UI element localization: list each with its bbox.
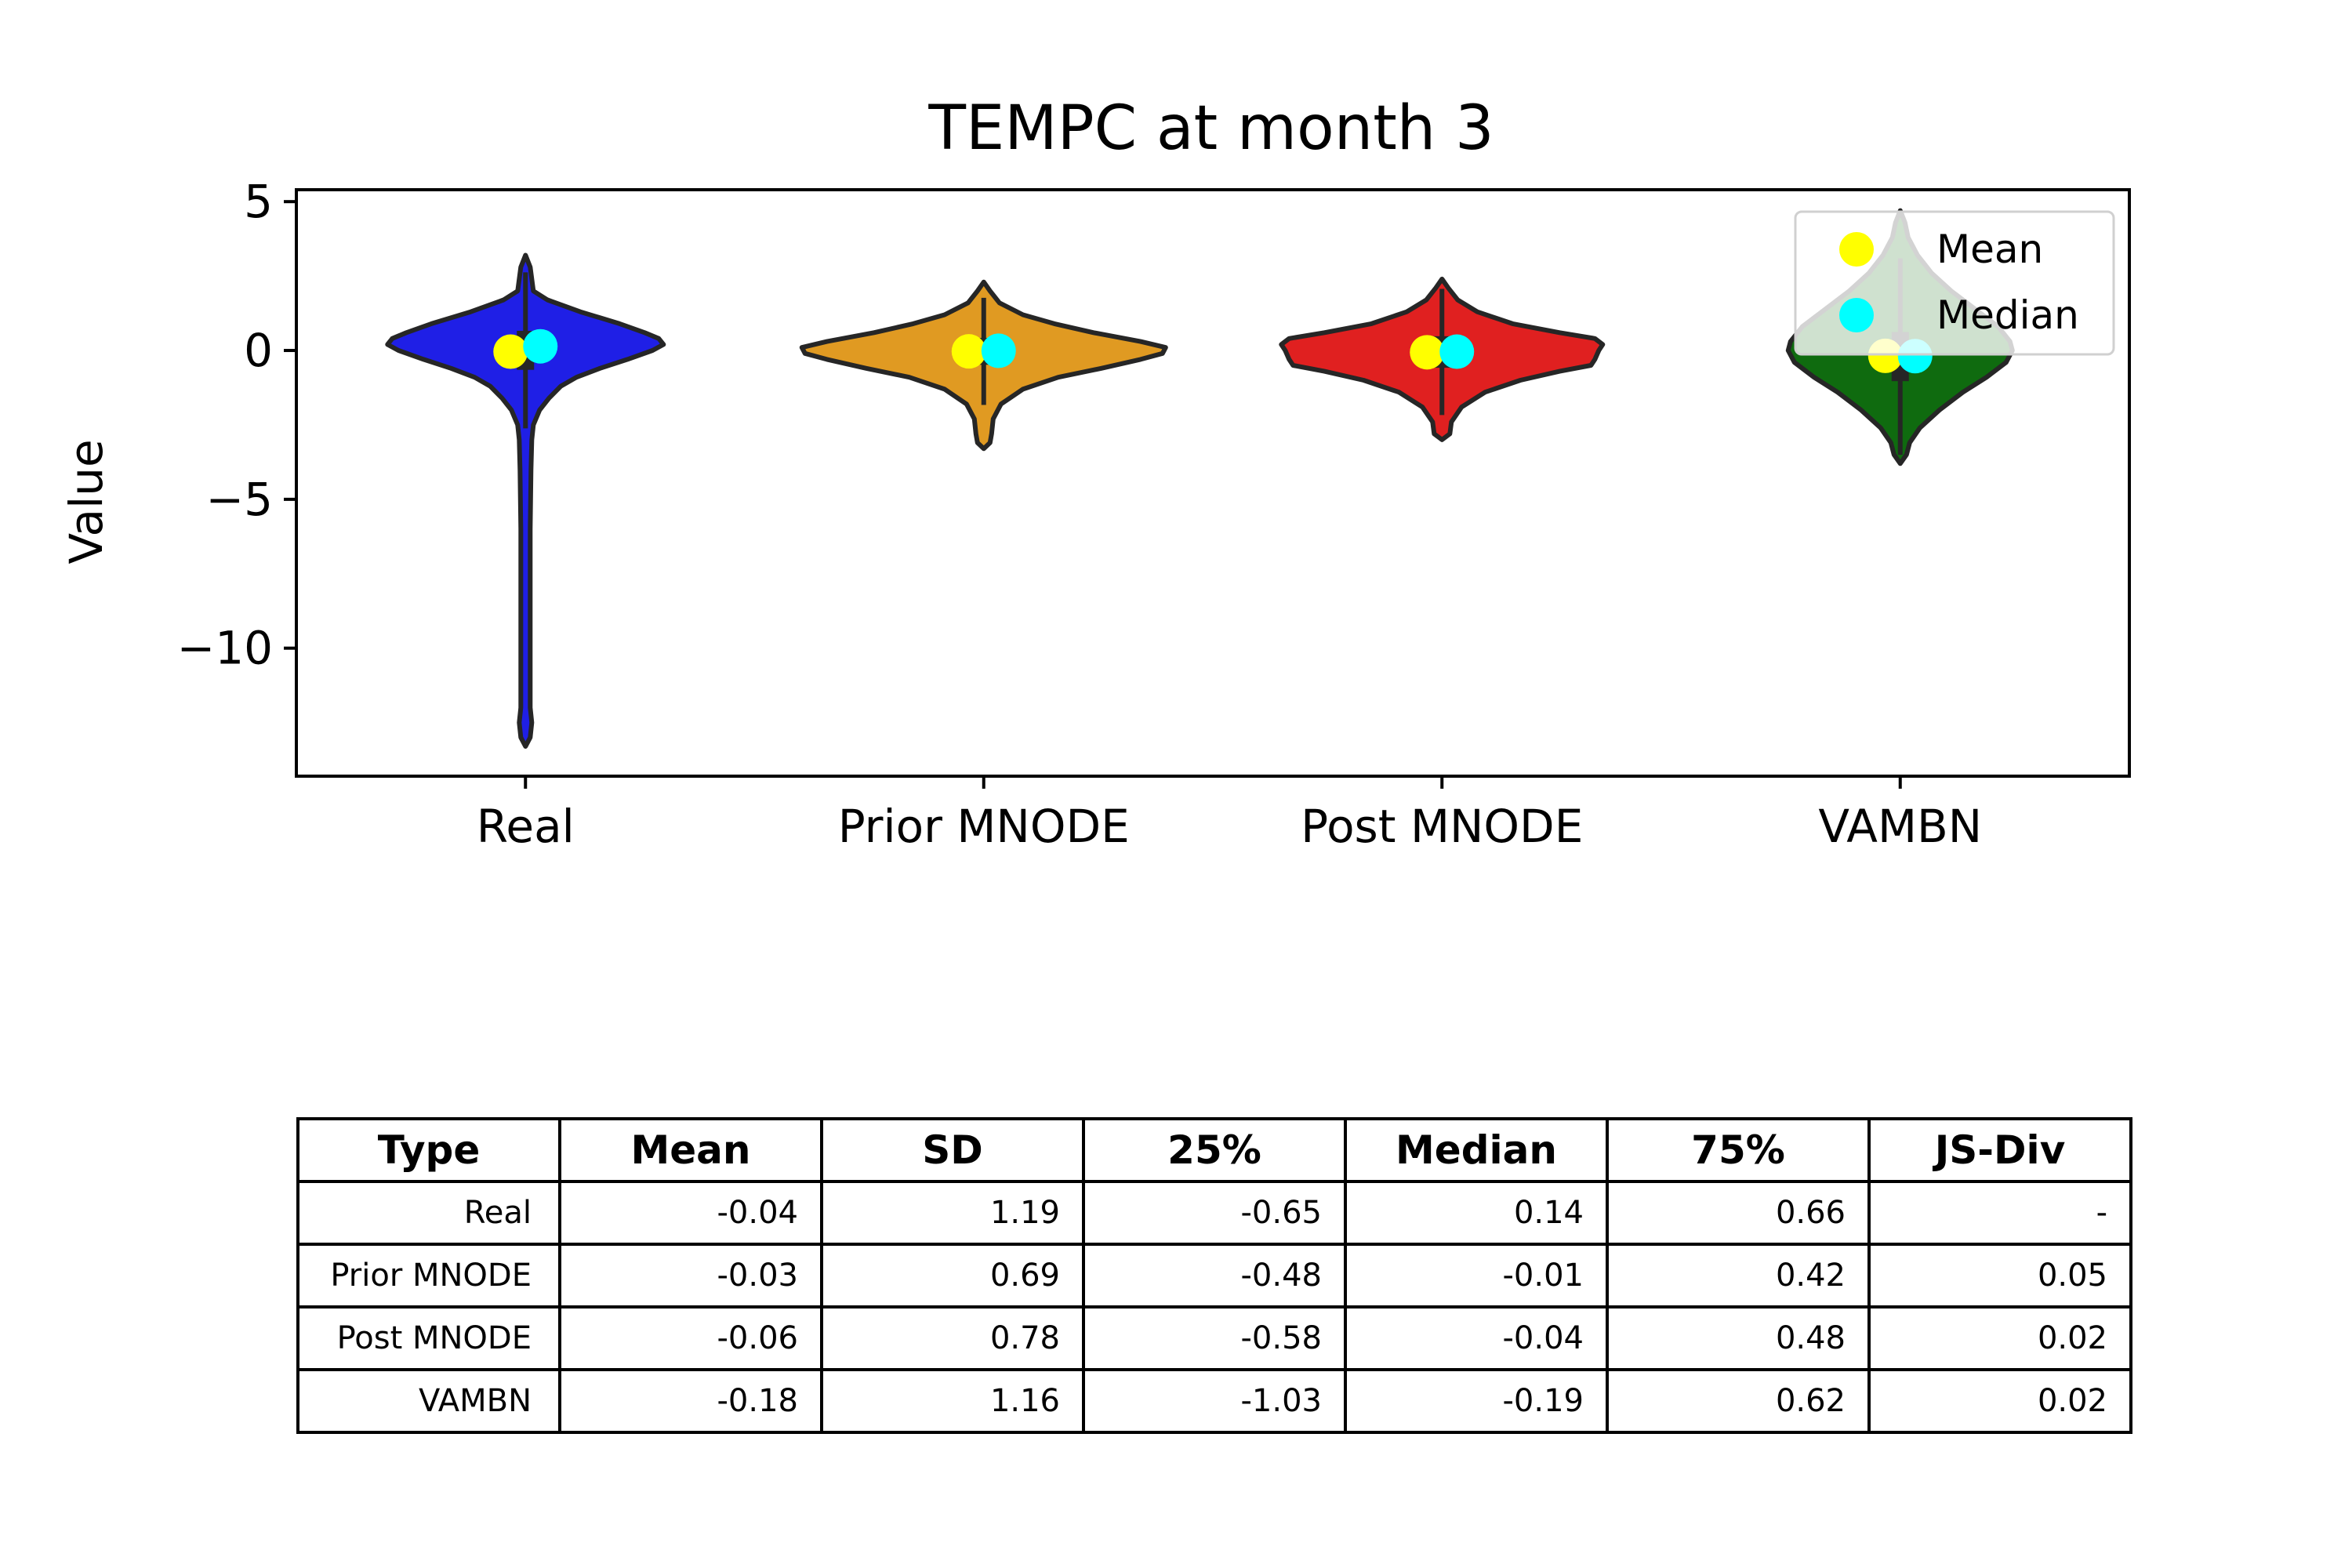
cell-mean: -0.18 [558, 1368, 823, 1434]
cell-median: -0.01 [1344, 1243, 1609, 1308]
chart-title: TEMPC at month 3 [927, 93, 1494, 164]
cell-jsdiv: 0.02 [1867, 1368, 2132, 1434]
cell-type: VAMBN [296, 1368, 561, 1434]
legend: Mean Median [1794, 210, 2115, 356]
cell-jsdiv: 0.02 [1867, 1305, 2132, 1371]
cell-75: 0.62 [1606, 1368, 1871, 1434]
x-tick-label: Real [477, 800, 575, 853]
cell-75: 0.66 [1606, 1180, 1871, 1246]
y-tick-label: −10 [177, 622, 273, 675]
cell-type: Post MNODE [296, 1305, 561, 1371]
header-type: Type [296, 1117, 561, 1183]
median-marker [523, 328, 558, 364]
header-75: 75% [1606, 1117, 1871, 1183]
legend-label: Mean [1936, 227, 2043, 272]
plot-area-frame [295, 188, 2131, 778]
header-25: 25% [1082, 1117, 1347, 1183]
cell-type: Prior MNODE [296, 1243, 561, 1308]
y-tick-label: 5 [244, 175, 273, 228]
cell-jsdiv: - [1867, 1180, 2132, 1246]
y-axis-label: Value [60, 439, 113, 564]
table-row: Post MNODE -0.06 0.78 -0.58 -0.04 0.48 0… [296, 1305, 2132, 1371]
table-header-row: Type Mean SD 25% Median 75% JS-Div [296, 1117, 2132, 1183]
cell-75: 0.42 [1606, 1243, 1871, 1308]
violins-layer [385, 208, 2015, 749]
y-tick-label: 0 [244, 324, 273, 377]
header-jsdiv: JS-Div [1867, 1117, 2132, 1183]
median-marker [1439, 334, 1475, 369]
cell-25: -0.58 [1082, 1305, 1347, 1371]
y-tick-label: −5 [206, 473, 274, 526]
markers-layer [493, 328, 1933, 374]
cell-75: 0.48 [1606, 1305, 1871, 1371]
cell-type: Real [296, 1180, 561, 1246]
mean-marker [951, 334, 986, 369]
legend-marker [1839, 232, 1874, 267]
cell-25: -0.65 [1082, 1180, 1347, 1246]
cell-sd: 1.16 [820, 1368, 1085, 1434]
mean-marker [493, 334, 528, 369]
table-row: VAMBN -0.18 1.16 -1.03 -0.19 0.62 0.02 [296, 1368, 2132, 1434]
violin-body [385, 252, 666, 749]
cell-sd: 0.78 [820, 1305, 1085, 1371]
cell-mean: -0.04 [558, 1180, 823, 1246]
x-axis: Real Prior MNODE Post MNODE VAMBN [477, 776, 1982, 853]
cell-25: -1.03 [1082, 1368, 1347, 1434]
cell-mean: -0.03 [558, 1243, 823, 1308]
y-axis: 5 0 −5 −10 [177, 175, 296, 675]
mean-marker [1410, 335, 1445, 370]
x-tick-label: VAMBN [1818, 800, 1982, 853]
cell-mean: -0.06 [558, 1305, 823, 1371]
table-row: Prior MNODE -0.03 0.69 -0.48 -0.01 0.42 … [296, 1243, 2132, 1308]
x-tick-label: Prior MNODE [838, 800, 1130, 853]
cell-sd: 1.19 [820, 1180, 1085, 1246]
cell-sd: 0.69 [820, 1243, 1085, 1308]
legend-label: Median [1936, 292, 2079, 338]
cell-median: -0.19 [1344, 1368, 1609, 1434]
x-tick-label: Post MNODE [1301, 800, 1583, 853]
cell-jsdiv: 0.05 [1867, 1243, 2132, 1308]
table-row: Real -0.04 1.19 -0.65 0.14 0.66 - [296, 1180, 2132, 1246]
stats-table: Type Mean SD 25% Median 75% JS-Div Real … [296, 1117, 2132, 1434]
median-marker [981, 333, 1016, 368]
legend-marker [1839, 298, 1874, 332]
header-sd: SD [820, 1117, 1085, 1183]
header-median: Median [1344, 1117, 1609, 1183]
cell-median: -0.04 [1344, 1305, 1609, 1371]
header-mean: Mean [558, 1117, 823, 1183]
legend-box [1794, 210, 2115, 356]
cell-median: 0.14 [1344, 1180, 1609, 1246]
cell-25: -0.48 [1082, 1243, 1347, 1308]
